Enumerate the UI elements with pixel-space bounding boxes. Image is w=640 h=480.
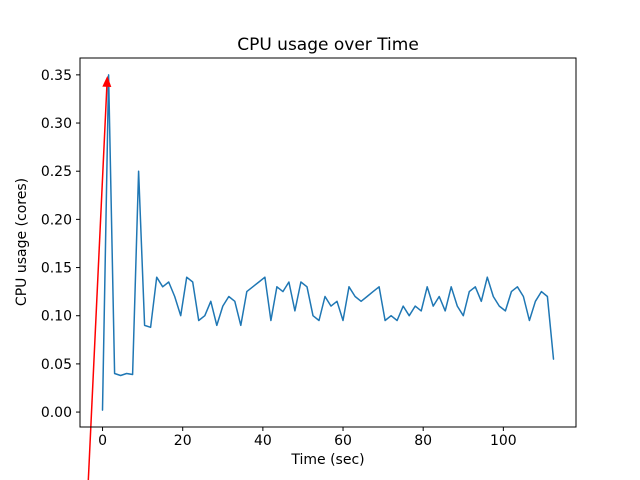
y-tick-label: 0.15 xyxy=(41,261,72,277)
x-tick-label: 40 xyxy=(254,433,272,449)
x-tick-label: 80 xyxy=(414,433,432,449)
y-axis-label: CPU usage (cores) xyxy=(14,178,30,306)
y-tick-label: 0.30 xyxy=(41,116,72,132)
chart-title: CPU usage over Time xyxy=(237,35,419,55)
x-tick-label: 20 xyxy=(174,433,192,449)
line-series-cpu-usage xyxy=(101,74,555,411)
y-tick-label: 0.25 xyxy=(41,164,72,180)
x-tick-label: 0 xyxy=(98,433,107,449)
x-axis-label: Time (sec) xyxy=(290,452,364,468)
y-tick-label: 0.10 xyxy=(41,309,72,325)
x-tick-label: 100 xyxy=(490,433,517,449)
y-tick-label: 0.35 xyxy=(41,68,72,84)
plot-content: 0 20 40 60 80 100 0.00 0.05 0.10 0.15 0.20 0.25 0.30… xyxy=(41,68,555,480)
axes-border xyxy=(79,57,577,428)
y-tick-label: 0.20 xyxy=(41,212,72,228)
annotation-arrow-line xyxy=(87,82,108,480)
y-tick-label: 0.05 xyxy=(41,357,72,373)
y-tick-label: 0.00 xyxy=(41,405,72,421)
x-tick-label: 60 xyxy=(334,433,352,449)
annotation-arrow-head xyxy=(102,75,112,88)
plot-area xyxy=(80,58,576,427)
